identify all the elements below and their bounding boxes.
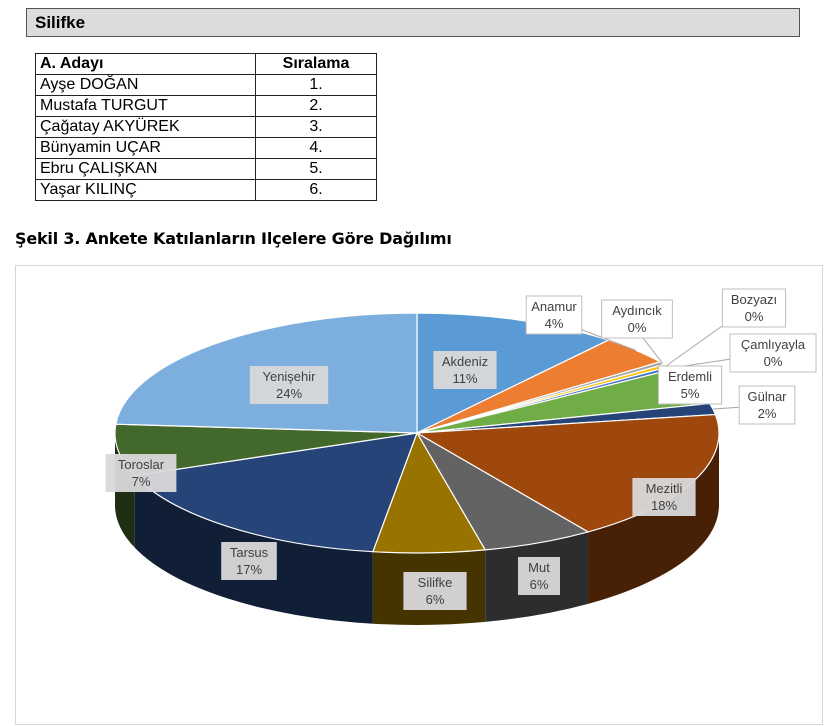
candidate-name: Mustafa TURGUT [36,96,256,117]
candidate-rank: 6. [256,180,377,201]
candidate-rank: 5. [256,159,377,180]
candidate-name: Yaşar KILINÇ [36,180,256,201]
slice-label-mezitli: Mezitli [646,481,683,496]
slice-label-mut: Mut [528,560,550,575]
table-row: Ebru ÇALIŞKAN 5. [36,159,377,180]
slice-percent-anamur: 4% [545,316,564,331]
section-header: Silifke [26,8,800,37]
candidate-rank: 3. [256,117,377,138]
slice-label-silifke: Silifke [418,575,453,590]
slice-percent-silifke: 6% [426,592,445,607]
slice-label-gülnar: Gülnar [747,389,787,404]
slice-label-bozyazı: Bozyazı [731,292,777,307]
candidate-rank: 4. [256,138,377,159]
slice-label-toroslar: Toroslar [118,457,165,472]
slice-percent-tarsus: 17% [236,562,262,577]
slice-percent-erdemli: 5% [681,386,700,401]
slice-percent-bozyazı: 0% [745,309,764,324]
slice-label-aydıncık: Aydıncık [612,303,662,318]
ranking-table: A. Adayı Sıralama Ayşe DOĞAN 1. Mustafa … [35,53,377,201]
figure-title: Şekil 3. Ankete Katılanların Ilçelere Gö… [15,229,452,248]
candidate-name: Bünyamin UÇAR [36,138,256,159]
slice-percent-aydıncık: 0% [628,320,647,335]
slice-label-tarsus: Tarsus [230,545,269,560]
column-header-rank: Sıralama [256,54,377,75]
table-row: Bünyamin UÇAR 4. [36,138,377,159]
table-row: Yaşar KILINÇ 6. [36,180,377,201]
slice-label-akdeniz: Akdeniz [442,354,488,369]
pie-top [115,313,719,553]
slice-label-erdemli: Erdemli [668,369,712,384]
slice-percent-çamlıyayla: 0% [764,354,783,369]
table-row: Mustafa TURGUT 2. [36,96,377,117]
candidate-name: Ayşe DOĞAN [36,75,256,96]
slice-label-çamlıyayla: Çamlıyayla [741,337,806,352]
table-header-row: A. Adayı Sıralama [36,54,377,75]
slice-percent-mezitli: 18% [651,498,677,513]
slice-label-anamur: Anamur [531,299,577,314]
slice-percent-mut: 6% [530,577,549,592]
column-header-candidate: A. Adayı [36,54,256,75]
slice-label-yenişehir: Yenişehir [262,369,316,384]
table-row: Ayşe DOĞAN 1. [36,75,377,96]
slice-percent-akdeniz: 11% [452,371,477,386]
candidate-name: Çağatay AKYÜREK [36,117,256,138]
slice-percent-gülnar: 2% [758,406,777,421]
candidate-name: Ebru ÇALIŞKAN [36,159,256,180]
candidate-rank: 2. [256,96,377,117]
table-row: Çağatay AKYÜREK 3. [36,117,377,138]
slice-percent-yenişehir: 24% [276,386,302,401]
pie-chart-frame: Akdeniz 11% Anamur 4% Aydıncık 0% Bozyazı 0% Çam… [15,265,823,725]
section-title: Silifke [35,13,85,33]
candidate-rank: 1. [256,75,377,96]
slice-percent-toroslar: 7% [132,474,151,489]
pie-chart: Akdeniz 11% Anamur 4% Aydıncık 0% Bozyazı 0% Çam… [16,266,824,726]
